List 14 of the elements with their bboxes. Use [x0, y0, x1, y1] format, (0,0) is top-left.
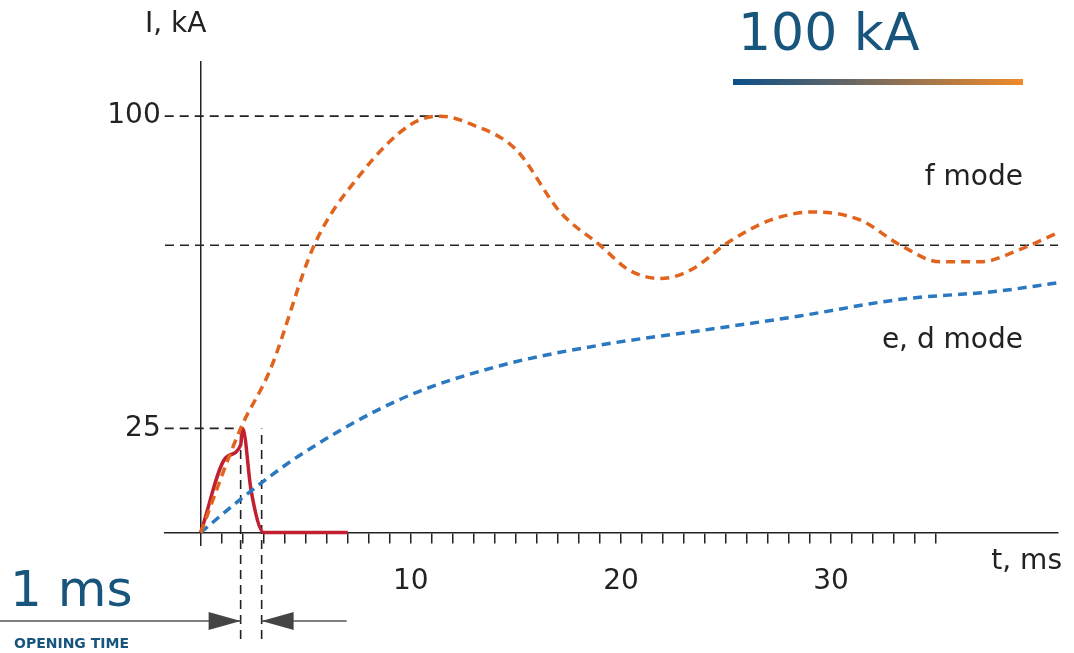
chart-title: 100 kA	[738, 2, 920, 62]
y-tick-label: 25	[125, 409, 161, 443]
x-axis-title: t, ms	[991, 542, 1062, 576]
series-label: f mode	[924, 158, 1023, 192]
y-axis-title: I, kA	[145, 6, 207, 39]
x-tick-label: 30	[813, 562, 849, 596]
text: OPENING TIME	[14, 635, 129, 651]
line-series	[198, 426, 350, 535]
y-tick-label: 100	[107, 97, 161, 131]
x-tick-label: 20	[603, 562, 639, 596]
x-tick-label: 10	[393, 562, 429, 596]
text: 1 ms	[10, 560, 133, 618]
line-series	[198, 114, 1058, 535]
series-label: e, d mode	[881, 321, 1023, 355]
